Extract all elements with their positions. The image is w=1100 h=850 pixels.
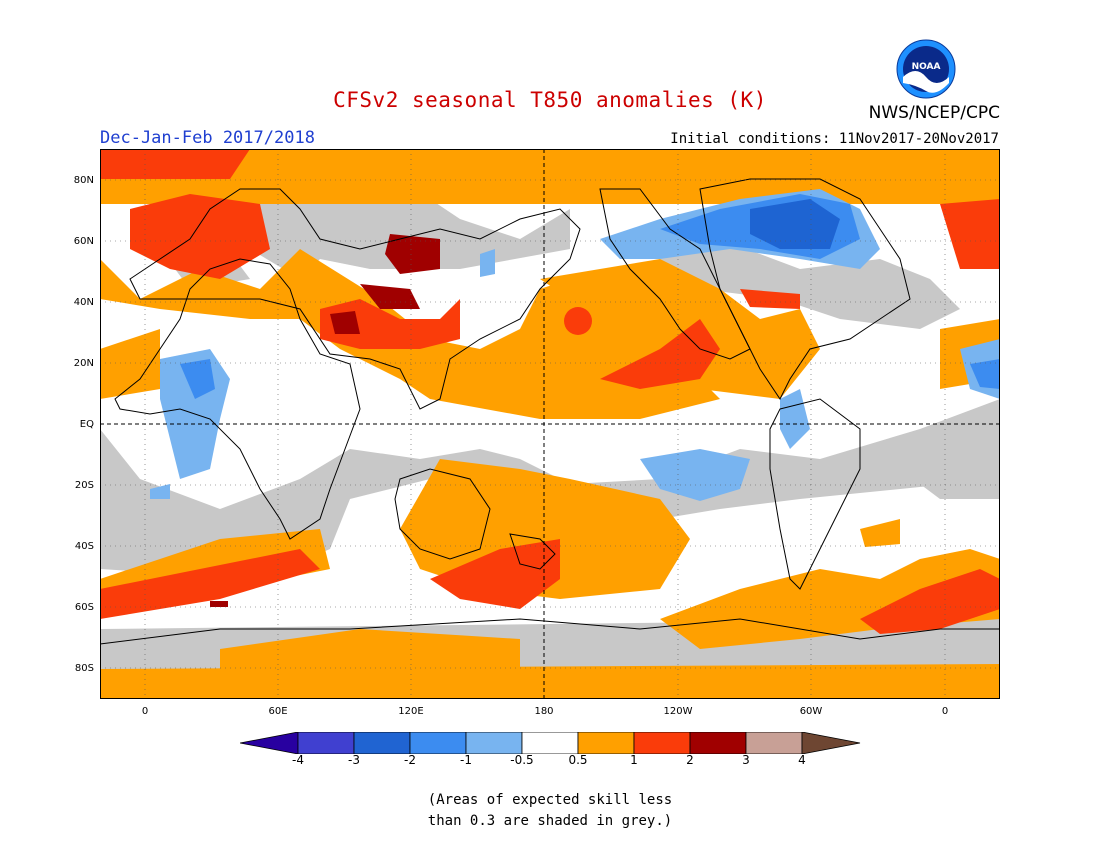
colorbar-label: 3 (742, 753, 750, 767)
lat-label-20s: 20S (74, 480, 94, 491)
colorbar-label: -1 (460, 753, 472, 767)
colorbar-bin-2-3 (689, 732, 747, 754)
noaa-logo-text: NOAA (912, 62, 941, 72)
colorbar-arrow-right (801, 732, 861, 754)
forecast-period: Dec-Jan-Feb 2017/2018 (100, 128, 315, 148)
map-border (100, 149, 1000, 699)
lat-label-20n: 20N (73, 358, 94, 369)
lat-label-eq: EQ (79, 419, 94, 430)
footnote-line-1: (Areas of expected skill less (427, 792, 673, 808)
lat-label-40s: 40S (74, 541, 94, 552)
colorbar-bin-minus1-minus2 (409, 732, 467, 754)
colorbar-bin-minus05-minus1 (465, 732, 523, 754)
agency-label: NWS/NCEP/CPC (868, 103, 1000, 123)
equator-dateline (100, 149, 1000, 699)
colorbar-label: 4 (798, 753, 806, 767)
colorbar-label: 2 (686, 753, 694, 767)
lon-label-120w: 120W (663, 706, 693, 717)
colorbar-bin-neutral (521, 732, 579, 754)
lon-label-180: 180 (534, 706, 554, 717)
colorbar-bin-05-1 (577, 732, 635, 754)
footnote-line-2: than 0.3 are shaded in grey.) (427, 813, 673, 829)
anomaly-map (100, 149, 1000, 699)
colorbar-label: -3 (348, 753, 360, 767)
colorbar-bin-3-4 (745, 732, 803, 754)
colorbar-label: -0.5 (510, 753, 534, 767)
colorbar-label: 0.5 (568, 753, 588, 767)
anomaly-positive-0-5-to-1 (100, 149, 1000, 699)
lon-label-120e: 120E (398, 706, 424, 717)
anomaly-positive-2-to-3 (210, 234, 440, 607)
lon-label-60e: 60E (268, 706, 288, 717)
lon-label-0-east: 0 (941, 706, 949, 717)
anomaly-positive-1-to-2 (100, 149, 1000, 634)
lat-label-80s: 80S (74, 663, 94, 674)
colorbar-label: -4 (292, 753, 304, 767)
coastlines (100, 178, 1000, 645)
lat-label-40n: 40N (73, 297, 94, 308)
color-bar (240, 732, 861, 754)
noaa-logo: NOAA (896, 39, 956, 99)
colorbar-bin-minus2-minus3 (353, 732, 411, 754)
lon-label-0: 0 (141, 706, 149, 717)
colorbar-bin-minus3-minus4 (297, 732, 355, 754)
map-title: CFSv2 seasonal T850 anomalies (K) (333, 88, 767, 112)
initial-conditions: Initial conditions: 11Nov2017-20Nov2017 (670, 131, 999, 147)
lon-label-60w: 60W (799, 706, 823, 717)
anomaly-negative-2-to-3 (750, 199, 840, 249)
colorbar-arrow-left (240, 732, 299, 754)
lat-label-60n: 60N (73, 236, 94, 247)
lat-label-80n: 80N (73, 175, 94, 186)
colorbar-label: -2 (404, 753, 416, 767)
colorbar-bin-1-2 (633, 732, 691, 754)
lat-label-60s: 60S (74, 602, 94, 613)
skill-footnote: (Areas of expected skill less than 0.3 a… (0, 790, 1100, 832)
colorbar-label: 1 (630, 753, 638, 767)
